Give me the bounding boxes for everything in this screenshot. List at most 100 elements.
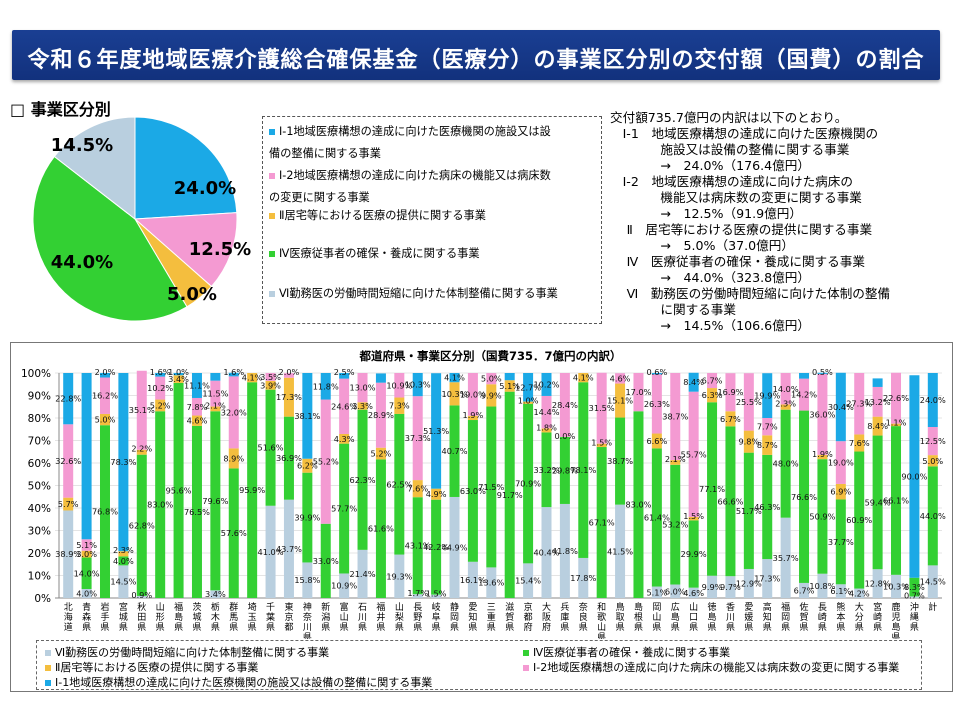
data-label: 32.6% bbox=[55, 456, 81, 466]
bar-segment-i1 bbox=[63, 373, 74, 425]
bar-segment-i1 bbox=[99, 373, 110, 378]
bar-segment-i1 bbox=[81, 373, 92, 540]
data-label: 6.3% bbox=[702, 390, 723, 400]
data-label: 30.4% bbox=[828, 402, 854, 412]
x-tick-label: 形 bbox=[156, 611, 165, 623]
bar-segment-iv bbox=[927, 466, 938, 566]
data-label: 44.0% bbox=[920, 511, 946, 521]
bar-segment-vi bbox=[707, 575, 718, 598]
data-label: 6.0% bbox=[665, 586, 686, 596]
data-label: 1.5% bbox=[683, 511, 704, 521]
breakdown-line: → 24.0%（176.4億円） bbox=[610, 158, 810, 173]
bar-segment-i1 bbox=[688, 372, 699, 392]
bar-segment-iv bbox=[578, 382, 589, 558]
bar-segment-i1 bbox=[412, 373, 423, 397]
y-tick-label: 40% bbox=[28, 503, 51, 515]
x-tick-label: 葉 bbox=[266, 611, 275, 623]
breakdown-line: に関する事業 bbox=[610, 302, 736, 317]
y-tick-label: 10% bbox=[28, 571, 51, 583]
bar-segment-i2 bbox=[375, 382, 386, 448]
bar-segment-ii bbox=[486, 384, 497, 407]
data-label: 11.8% bbox=[313, 381, 339, 391]
bar-segment-vi bbox=[118, 565, 129, 598]
bar-segment-i1 bbox=[191, 373, 202, 398]
x-tick-label: 愛 bbox=[468, 601, 477, 613]
x-tick-label: 大 bbox=[855, 601, 864, 613]
x-tick-label: 福 bbox=[781, 601, 790, 613]
data-label: 95.9% bbox=[239, 485, 265, 495]
bar-segment-i1 bbox=[320, 373, 331, 400]
bar-chart-title: 都道府県・事業区分別（国費735．7億円の内訳） bbox=[358, 349, 621, 363]
x-tick-label: 川 bbox=[358, 613, 367, 623]
data-label: 10.3% bbox=[405, 380, 431, 390]
y-tick-label: 80% bbox=[28, 413, 51, 425]
data-label: 62.8% bbox=[129, 520, 155, 530]
bar-segment-iv bbox=[357, 409, 368, 550]
x-tick-label: 兵 bbox=[560, 601, 569, 613]
bar-segment-ii bbox=[210, 406, 221, 412]
x-tick-label: 鹿 bbox=[892, 601, 901, 613]
x-tick-label: 良 bbox=[579, 611, 588, 623]
x-tick-label: 福 bbox=[174, 601, 183, 613]
bar-segment-i2 bbox=[63, 424, 74, 498]
data-label: 1.6% bbox=[223, 367, 244, 377]
data-label: 70.9% bbox=[515, 479, 541, 489]
x-tick-label: 県 bbox=[266, 622, 275, 633]
data-label: 0.5% bbox=[812, 367, 833, 377]
bar-segment-vi bbox=[339, 573, 350, 598]
x-tick-label: 島 bbox=[671, 611, 680, 623]
bar-segment-ii bbox=[670, 460, 681, 465]
bar-segment-iv bbox=[725, 426, 736, 577]
data-label: 35.1% bbox=[129, 405, 155, 415]
data-label: 41.0% bbox=[258, 547, 284, 557]
bar-segment-ii bbox=[247, 373, 258, 383]
data-label: 61.6% bbox=[368, 524, 394, 534]
pie-label-iv: 44.0% bbox=[51, 252, 113, 273]
bar-segment-vi bbox=[210, 590, 221, 598]
x-tick-label: 県 bbox=[174, 622, 183, 633]
data-label: 17.3% bbox=[276, 392, 302, 402]
data-label: 13.6% bbox=[478, 578, 504, 588]
data-label: 31.5% bbox=[589, 403, 615, 413]
data-label: 5.1% bbox=[76, 540, 97, 550]
x-tick-label: 県 bbox=[321, 622, 330, 633]
bar-segment-vi bbox=[559, 503, 570, 598]
data-label: 38.7% bbox=[607, 456, 633, 466]
x-tick-label: 滋 bbox=[505, 601, 514, 613]
x-tick-label: 山 bbox=[395, 602, 404, 613]
bar-segment-iv bbox=[210, 411, 221, 591]
data-label: 9.9% bbox=[702, 582, 723, 592]
data-label: 28.4% bbox=[552, 400, 578, 410]
x-tick-label: 岡 bbox=[652, 602, 661, 613]
data-label: 14.0% bbox=[74, 568, 100, 578]
x-tick-label: 府 bbox=[542, 621, 551, 633]
x-tick-label: 口 bbox=[689, 613, 698, 623]
bar-segment-i1 bbox=[651, 373, 662, 375]
data-label: 2.2% bbox=[131, 444, 152, 454]
breakdown-line: 施設又は設備の整備に関する事業 bbox=[610, 142, 850, 157]
data-label: 53.2% bbox=[662, 520, 688, 530]
x-tick-label: 宮 bbox=[873, 601, 882, 613]
data-label: 38.9% bbox=[55, 549, 81, 559]
breakdown-line: Ⅱ 居宅等における医療の提供に関する事業 bbox=[610, 222, 873, 237]
x-tick-label: 県 bbox=[708, 622, 717, 633]
data-label: 66.1% bbox=[883, 495, 909, 505]
data-label: 4.6% bbox=[187, 416, 208, 426]
data-label: 57.6% bbox=[221, 528, 247, 538]
data-label: 12.9% bbox=[736, 578, 762, 588]
x-tick-label: 秋 bbox=[137, 601, 146, 613]
data-label: 41.5% bbox=[607, 546, 633, 556]
bar-segment-iv bbox=[467, 420, 478, 562]
x-tick-label: 阪 bbox=[542, 612, 551, 623]
data-label: 7.7% bbox=[757, 422, 778, 432]
data-label: 62.5% bbox=[386, 479, 412, 489]
data-label: 3.5% bbox=[260, 372, 281, 382]
bar-segment-iv bbox=[854, 451, 865, 589]
data-label: 10.2% bbox=[533, 379, 559, 389]
x-tick-label: 奈 bbox=[303, 611, 312, 623]
bar-segment-ii bbox=[412, 480, 423, 498]
x-tick-label: 崎 bbox=[873, 611, 882, 623]
data-label: 10.9% bbox=[386, 380, 412, 390]
data-label: 6.7% bbox=[720, 414, 741, 424]
x-tick-label: 県 bbox=[432, 622, 441, 633]
